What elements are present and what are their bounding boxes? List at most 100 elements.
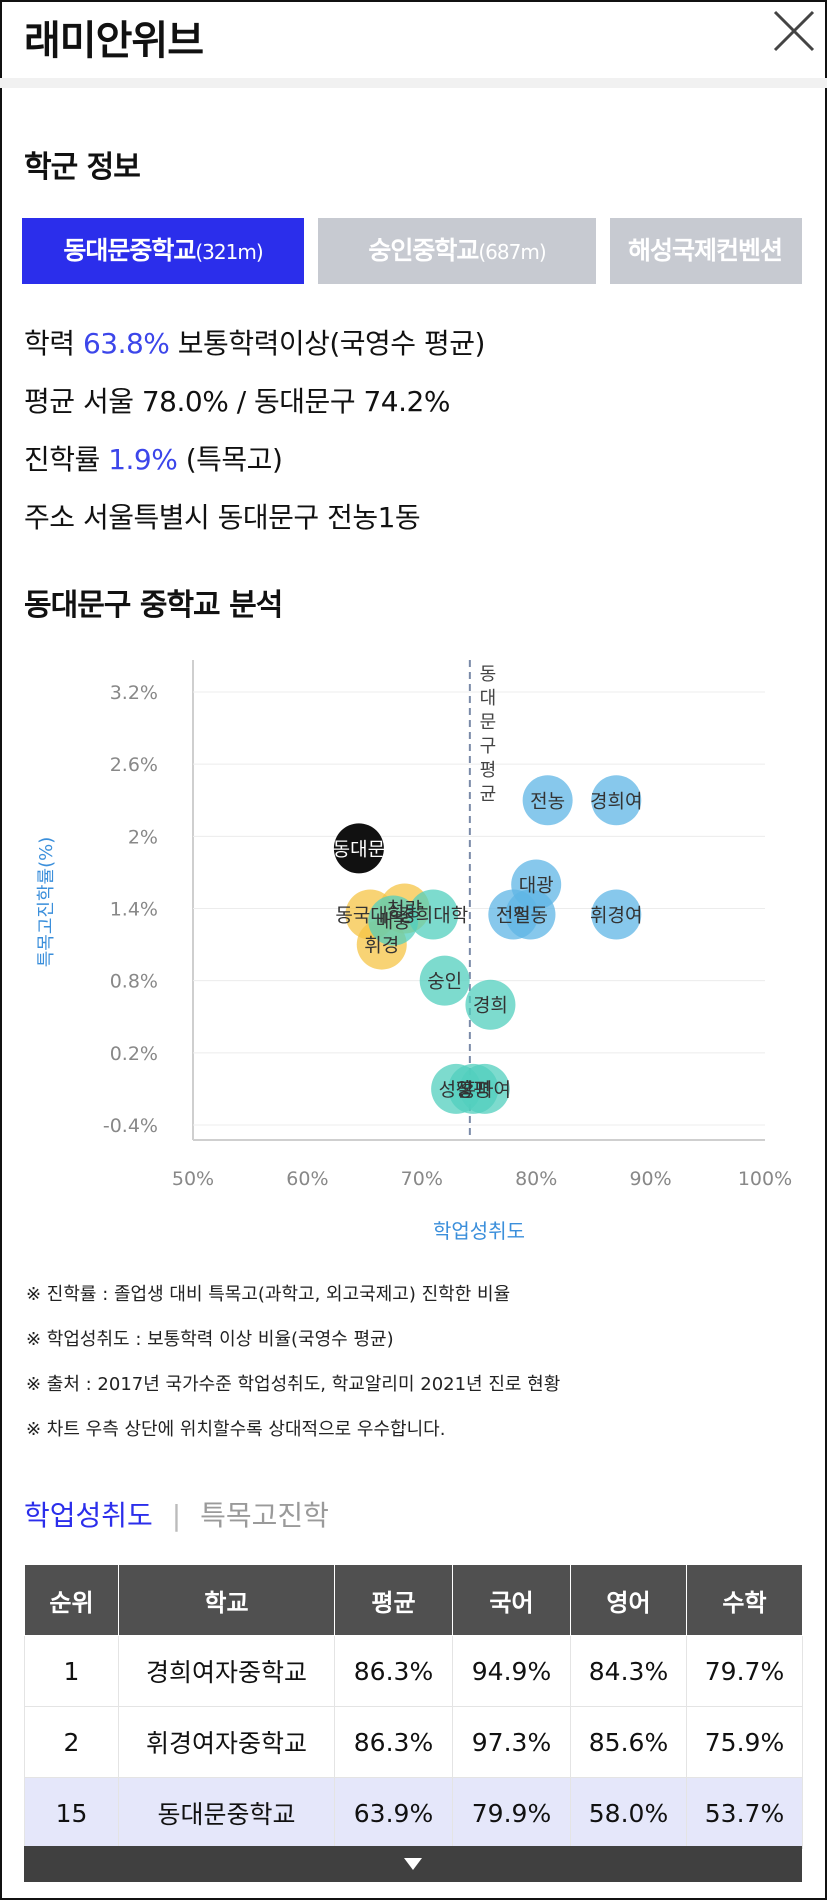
cell-avg: 63.9% [334,1777,453,1849]
average-line-label-char: 문 [480,712,497,733]
x-tick-label: 100% [738,1168,792,1190]
y-tick-label: -0.4% [103,1115,158,1137]
ranking-tabs: 학업성취도 | 특목고진학 [24,1494,329,1534]
x-tick-label: 50% [172,1168,214,1190]
cell-rank: 2 [24,1706,119,1778]
table-row[interactable]: 2 휘경여자중학교 86.3% 97.3% 85.6% 75.9% [24,1706,803,1778]
cell-korean: 94.9% [452,1635,571,1707]
average-label: 평균 [24,385,75,418]
school-section-title: 학군 정보 [24,150,141,185]
tab-achievement[interactable]: 학업성취도 [24,1499,153,1532]
data-point-label: 경희대학 [398,905,468,927]
chart-ticks: 3.2% 2.6% 2% 1.4% 0.8% 0.2% -0.4% 50% 60% 70% 80% 9… [103,682,792,1190]
chart-notes: ※ 진학률 : 졸업생 대비 특목고(과학고, 외고국제고) 진학한 비율 ※ … [26,1280,560,1460]
cell-korean: 79.9% [452,1777,571,1849]
data-point-label: 전일 [496,905,531,927]
data-point-label: 홍파여 [458,1079,510,1101]
tab-school-3[interactable]: 해성국제컨벤션 [610,218,802,284]
tab-school-2-dist: (687m) [478,240,546,264]
table-row[interactable]: 1 경희여자중학교 86.3% 94.9% 84.3% 79.7% [24,1635,803,1707]
tab-school-2[interactable]: 숭인중학교(687m) [318,218,596,284]
cell-rank: 15 [24,1777,119,1849]
address-label: 주소 [24,501,75,534]
tab-school-2-name: 숭인중학교 [368,236,479,265]
data-point-label: 경희여 [590,790,642,812]
info-achievement: 학력 63.8% 보통학력이상(국영수 평균) [24,322,485,362]
achievement-label: 학력 [24,327,75,360]
tab-advancement[interactable]: 특목고진학 [200,1499,329,1532]
average-text: 서울 78.0% / 동대문구 74.2% [82,385,451,418]
x-tick-label: 60% [286,1168,328,1190]
data-point [591,775,642,826]
achievement-value: 63.8% [82,327,170,360]
analysis-title: 동대문구 중학교 분석 [24,588,283,623]
col-korean: 국어 [452,1564,571,1636]
y-tick-label: 0.8% [110,971,158,993]
data-point-label: 청량 [387,899,422,921]
table-row-current[interactable]: 15 동대문중학교 63.9% 79.9% 58.0% 53.7% [24,1777,803,1849]
tab-school-1[interactable]: 동대문중학교(321m) [22,218,304,284]
y-tick-label: 2% [128,826,158,848]
table-header-row: 순위 학교 평균 국어 영어 수학 [24,1564,803,1636]
school-tabs: 동대문중학교(321m) 숭인중학교(687m) 해성국제컨벤션 [22,218,802,284]
data-point-label: 대광 [519,874,554,896]
advancement-label: 진학률 [24,443,100,476]
y-tick-label: 0.2% [110,1043,158,1065]
cell-school: 경희여자중학교 [118,1635,335,1707]
cell-rank: 1 [24,1635,119,1707]
y-tick-label: 2.6% [110,754,158,776]
cell-math: 79.7% [686,1635,803,1707]
col-school: 학교 [118,1564,335,1636]
address-text: 서울특별시 동대문구 전농1동 [82,501,421,534]
cell-school: 휘경여자중학교 [118,1706,335,1778]
x-tick-label: 80% [515,1168,557,1190]
data-point-label: 전동 [513,905,548,927]
note-1: ※ 진학률 : 졸업생 대비 특목고(과학고, 외고국제고) 진학한 비율 [26,1284,511,1305]
data-point [368,895,419,946]
data-point-label: 성일 [439,1079,474,1101]
data-point-label: 휘경 [364,935,399,957]
ranking-table: 순위 학교 평균 국어 영어 수학 1 경희여자중학교 86.3% 94.9% … [24,1564,803,1849]
average-line-label-char: 구 [480,736,497,757]
info-address: 주소 서울특별시 동대문구 전농1동 [24,496,421,536]
data-point [522,775,573,826]
average-line-label-char: 대 [480,688,497,709]
data-point [408,889,459,940]
y-axis-label: 특목고진학률(%) [36,837,57,968]
data-point-label: 동국대학 [335,905,405,927]
cell-korean: 97.3% [452,1706,571,1778]
note-2: ※ 학업성취도 : 보통학력 이상 비율(국영수 평균) [26,1329,394,1350]
data-point-label: 동대문 [333,838,385,860]
cell-math: 75.9% [686,1706,803,1778]
y-tick-label: 3.2% [110,682,158,704]
col-rank: 순위 [24,1564,119,1636]
cell-school: 동대문중학교 [118,1777,335,1849]
cell-avg: 86.3% [334,1635,453,1707]
tab-separator: | [171,1499,182,1532]
cell-math: 53.7% [686,1777,803,1849]
data-point [591,889,642,940]
data-point [419,955,470,1006]
note-3: ※ 출처 : 2017년 국가수준 학업성취도, 학교알리미 2021년 진로 … [26,1374,561,1395]
close-icon[interactable] [771,8,817,54]
data-point-label: 전농 [530,790,565,812]
data-point-label: 장평 [456,1079,491,1101]
data-point-label: 경희 [473,995,508,1017]
achievement-desc: 보통학력이상(국영수 평균) [177,327,486,360]
cell-avg: 86.3% [334,1706,453,1778]
tab-school-3-name: 해성국제컨벤션 [628,236,783,265]
cell-english: 85.6% [570,1706,687,1778]
advancement-desc: (특목고) [185,443,283,476]
data-point [465,979,516,1030]
data-point [459,1063,510,1114]
average-line-label-char: 평 [480,760,497,781]
page-title: 래미안위브 [24,18,204,64]
caret-down-icon [404,1858,422,1870]
chart-grid [193,691,765,1126]
show-more-button[interactable] [24,1846,802,1882]
